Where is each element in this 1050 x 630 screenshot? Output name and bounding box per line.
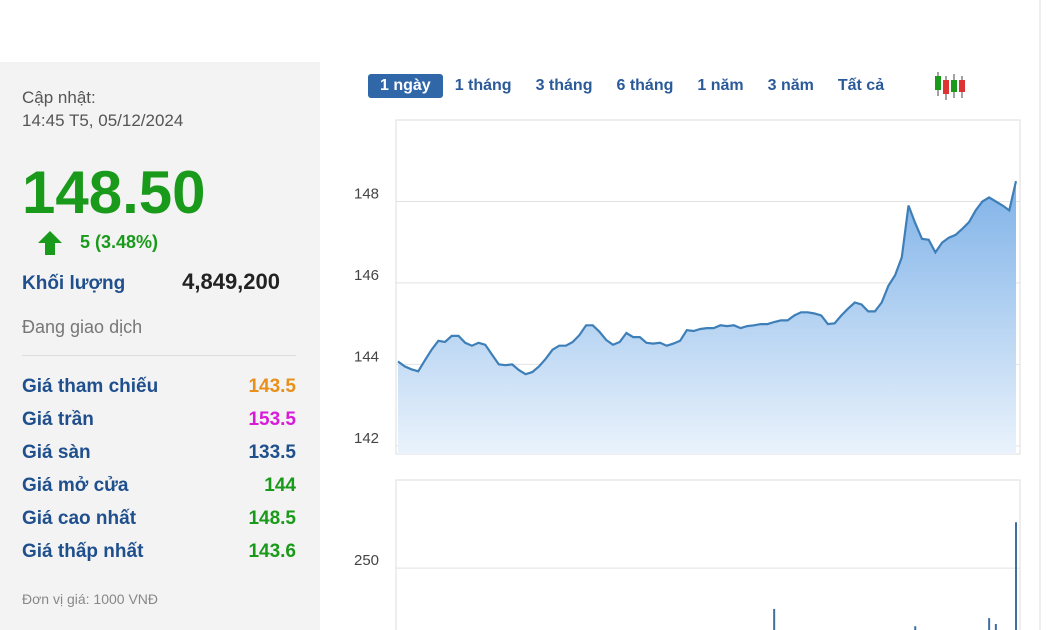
range-tab[interactable]: 6 tháng (616, 77, 674, 94)
volume-frame (395, 479, 1021, 630)
y-tick-label: 142 (354, 430, 379, 447)
row-label: Giá trần (22, 409, 94, 430)
area-fill (398, 181, 1016, 454)
updated-time: 14:45 T5, 05/12/2024 (22, 111, 184, 130)
volume-bar (994, 624, 997, 630)
range-tabs: 1 ngày 1 tháng 3 tháng 6 tháng 1 năm 3 năm Tất… (368, 74, 896, 98)
row-label: Giá cao nhất (22, 508, 137, 529)
row-value: 143.5 (248, 376, 296, 397)
price-line (397, 180, 1018, 376)
up-arrow (38, 231, 62, 255)
range-tab[interactable]: 1 tháng (454, 77, 512, 94)
row-value: 148.5 (248, 508, 296, 529)
status: Đang giao dịch (22, 317, 143, 337)
row-value: 143.6 (248, 541, 296, 562)
range-tab[interactable]: 1 ngày (368, 74, 443, 98)
price: 148.50 (22, 159, 206, 226)
volume: 4,849,200 (182, 269, 280, 294)
y-tick-label: 148 (354, 185, 379, 202)
row-value: 153.5 (248, 409, 296, 430)
row-value: 144 (264, 475, 296, 496)
row-label: Giá mở cửa (22, 475, 129, 496)
unit-note: Đơn vị giá: 1000 VNĐ (22, 591, 159, 607)
info-panel (0, 62, 320, 630)
row-value: 133.5 (248, 442, 296, 463)
range-tab[interactable]: Tất cả (837, 77, 885, 94)
y-tick-label: 144 (354, 348, 379, 365)
row-label: Giá sàn (22, 442, 91, 463)
row-label: Giá tham chiếu (22, 376, 159, 397)
volume-bar (988, 618, 991, 630)
divider (22, 355, 296, 356)
updated-label: Cập nhật: (22, 88, 96, 107)
y-tick-label: 250 (354, 552, 379, 569)
change: 5 (3.48%) (80, 232, 159, 252)
volume-bar (914, 626, 917, 630)
range-tab[interactable]: 3 năm (767, 77, 814, 94)
range-tab[interactable]: 3 tháng (535, 77, 593, 94)
candle-icon (935, 72, 965, 100)
y-tick-label: 146 (354, 267, 379, 284)
row-label: Giá thấp nhất (22, 541, 144, 562)
volume-bar (1015, 522, 1017, 630)
range-tab[interactable]: 1 năm (697, 77, 744, 94)
volume-bar (773, 608, 776, 630)
volume-label: Khối lượng (22, 273, 126, 294)
